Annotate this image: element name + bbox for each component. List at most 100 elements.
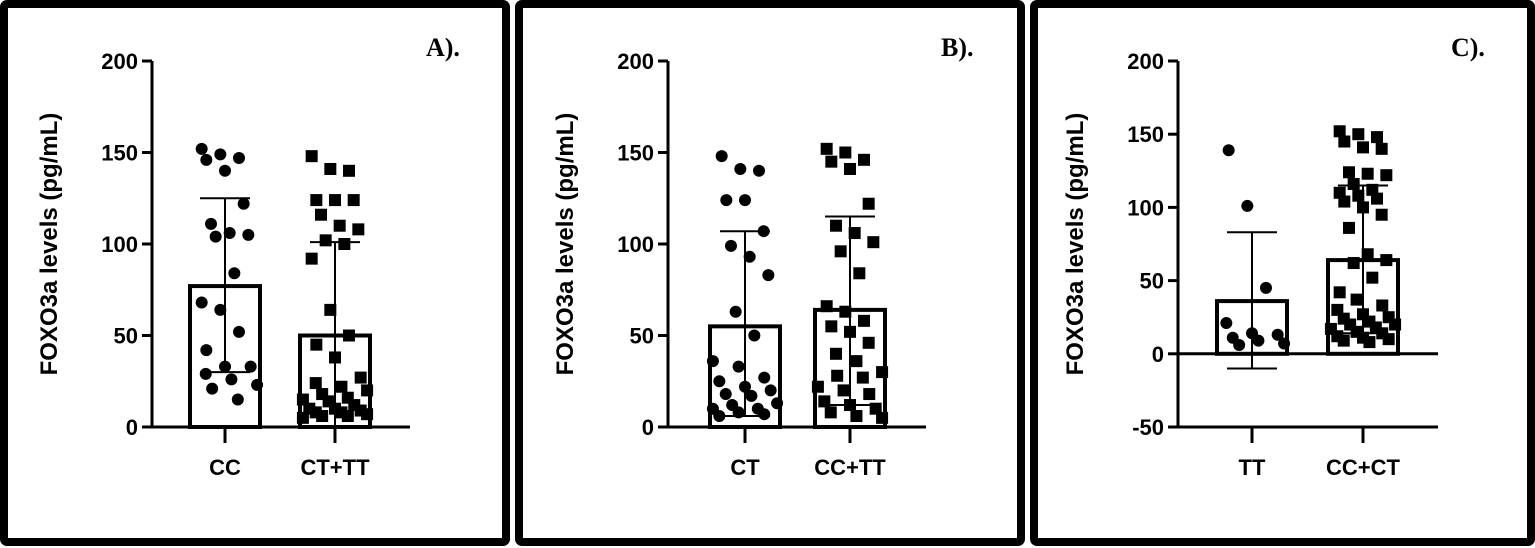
data-point (1343, 221, 1355, 234)
data-point (862, 336, 875, 349)
panel-c: C). FOXO3a levels (pg/mL) -50 0 50 100 150 200 T… (1030, 0, 1535, 546)
data-point (1252, 334, 1265, 347)
x-tick-label: CT (730, 455, 760, 480)
y-tick-label: -50 (1132, 415, 1164, 440)
data-point (233, 325, 245, 338)
data-point (830, 347, 842, 360)
y-tick-label: 100 (617, 232, 654, 257)
data-point (858, 314, 870, 327)
data-point (771, 397, 784, 410)
data-point (1380, 254, 1393, 267)
y-tick-label: 0 (642, 415, 654, 440)
data-point (347, 194, 360, 207)
data-point (231, 393, 244, 406)
y-tick-label: 150 (1127, 122, 1164, 147)
data-point (825, 320, 838, 333)
data-point (335, 380, 348, 393)
data-point (324, 303, 337, 316)
data-point (720, 194, 733, 207)
y-tick-label: 100 (1127, 195, 1164, 220)
data-point (758, 371, 771, 384)
data-point (195, 296, 208, 309)
data-point (219, 164, 231, 177)
data-point (361, 384, 374, 397)
data-point (296, 411, 309, 424)
y-tick-label: 100 (101, 232, 138, 257)
y-tick-label: 150 (617, 141, 654, 166)
data-point (748, 329, 761, 342)
data-point (1376, 299, 1389, 312)
data-point (310, 338, 323, 351)
data-point (1363, 336, 1376, 349)
data-point (1352, 128, 1365, 141)
data-point (713, 375, 726, 388)
data-point (1389, 318, 1402, 331)
y-tick-label: 0 (1152, 342, 1164, 367)
data-point (200, 344, 213, 357)
data-point (824, 406, 837, 419)
panel-border (515, 0, 1025, 546)
data-point (338, 238, 351, 250)
data-point (732, 360, 745, 373)
data-point (329, 194, 341, 207)
data-point (1241, 199, 1254, 212)
data-point (1220, 317, 1233, 330)
data-point (209, 230, 222, 243)
data-point (223, 227, 236, 240)
data-point (309, 377, 322, 390)
data-point (343, 164, 355, 177)
data-point (850, 410, 863, 423)
data-point (214, 303, 227, 316)
data-point (324, 162, 337, 175)
data-point (333, 219, 346, 232)
data-point (1333, 286, 1346, 299)
data-point (1375, 208, 1388, 221)
data-point (1352, 189, 1365, 202)
data-point (867, 236, 880, 249)
data-point (713, 410, 726, 423)
data-point (354, 371, 367, 384)
x-tick-label: CC+CT (1326, 455, 1401, 480)
x-tick-label: CC (209, 455, 241, 480)
panel-border (0, 0, 510, 546)
data-point (1347, 177, 1360, 190)
data-point (1366, 271, 1379, 284)
data-point (876, 366, 889, 379)
data-point (1271, 328, 1284, 341)
data-point (1371, 192, 1383, 205)
data-point (1382, 333, 1395, 346)
data-point (820, 300, 833, 313)
y-tick-label: 200 (1127, 49, 1164, 74)
data-point (850, 355, 863, 368)
y-tick-label: 200 (617, 49, 654, 74)
data-point (237, 197, 250, 210)
data-point (848, 227, 861, 240)
data-point (1338, 195, 1351, 208)
data-point (1380, 169, 1393, 182)
data-point (1361, 248, 1374, 261)
y-tick-label: 0 (126, 415, 138, 440)
data-point (1375, 142, 1388, 155)
data-point (837, 384, 850, 397)
data-point (341, 410, 354, 423)
data-point (244, 360, 257, 373)
data-point (225, 373, 238, 386)
data-point (715, 150, 728, 163)
data-point (706, 355, 719, 368)
data-point (1333, 125, 1346, 138)
y-tick-label: 150 (101, 141, 138, 166)
data-point (725, 239, 737, 252)
data-point (753, 164, 765, 177)
data-point (834, 245, 847, 258)
data-point (719, 388, 732, 401)
panel-label: C). (1451, 33, 1485, 62)
data-point (1338, 135, 1351, 148)
panel-a: A). FOXO3a levels (pg/mL) 0 50 100 150 200 CC CT… (0, 0, 510, 546)
panel-label: A). (426, 33, 460, 62)
data-point (876, 411, 889, 424)
data-point (839, 146, 852, 159)
data-point (1337, 334, 1350, 347)
data-point (820, 142, 833, 155)
y-tick-label: 50 (1140, 269, 1164, 294)
data-point (745, 389, 758, 402)
